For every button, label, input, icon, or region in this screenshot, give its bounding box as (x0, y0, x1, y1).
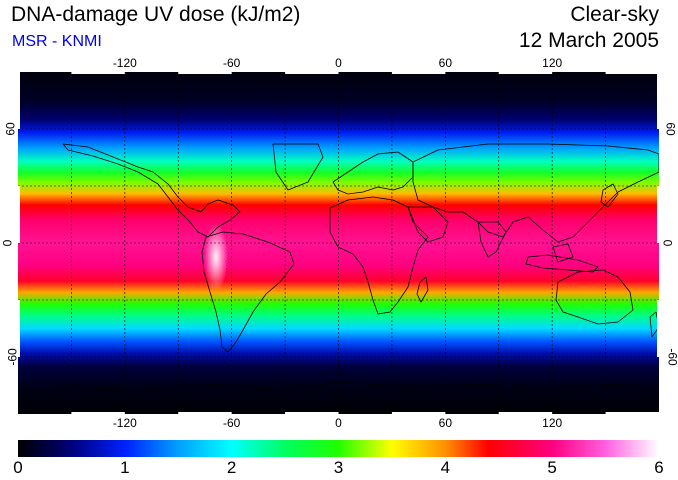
map-title: DNA-damage UV dose (kJ/m2) (11, 3, 301, 26)
longitude-label: 0 (335, 416, 342, 430)
andes-high-uv-region (204, 223, 228, 291)
date-label: 12 March 2005 (518, 29, 659, 52)
longitude-label: -120 (112, 416, 137, 430)
latitude-label: 60 (3, 122, 18, 136)
indonesia-coast (525, 254, 599, 273)
uv-dose-map (18, 72, 659, 414)
longitude-label: -120 (112, 56, 137, 70)
colorbar-tick-label: 6 (654, 458, 664, 477)
colorbar-tick-label: 1 (120, 458, 130, 477)
borneo-coast (552, 243, 574, 263)
longitude-label: 0 (335, 56, 342, 70)
frame-tick-bar (657, 72, 659, 129)
asia-coast (412, 143, 659, 243)
frame-tick-bar (178, 412, 232, 414)
frame-tick-bar (657, 186, 659, 243)
colorbar-tick-label: 4 (440, 458, 451, 477)
frame-tick-bar (657, 300, 659, 357)
north-america-coast (62, 143, 241, 238)
colorbar-tick-label: 5 (547, 458, 557, 477)
madagascar-coast (416, 276, 429, 303)
europe-coast (332, 151, 414, 195)
coastlines (18, 143, 659, 395)
longitude-label: -60 (222, 56, 241, 70)
frame-tick-bar (285, 412, 339, 414)
longitude-label: 60 (438, 416, 453, 430)
producer-label: MSR - KNMI (12, 33, 102, 50)
frame-tick-bar (71, 72, 125, 74)
south-america-coast (201, 231, 295, 353)
frame-tick-bar (391, 412, 446, 414)
colorbar-tick-label: 2 (226, 458, 237, 477)
uv-dose-colorbar (18, 440, 659, 457)
japan-coast (600, 183, 619, 208)
frame-tick-bar (178, 72, 232, 74)
frame-tick-marks (18, 72, 659, 414)
frame-tick-bar (18, 186, 20, 243)
graticule (18, 72, 659, 414)
colorbar-tick-label: 3 (333, 458, 344, 477)
longitude-label: 120 (542, 416, 563, 430)
frame-tick-bar (498, 412, 553, 414)
frame-tick-bar (605, 412, 659, 414)
greenland-coast (272, 143, 324, 191)
africa-coast (329, 196, 429, 315)
longitude-label: 120 (542, 56, 563, 70)
australia-coast (555, 269, 634, 325)
sky-condition-label: Clear-sky (570, 3, 659, 26)
frame-tick-bar (18, 72, 20, 129)
india-coast (477, 221, 507, 258)
latitude-label: 60 (663, 122, 678, 136)
frame-tick-bar (498, 72, 553, 74)
new-zealand-coast (649, 311, 659, 338)
frame-tick-bar (605, 72, 659, 74)
latitude-label: 0 (0, 239, 15, 247)
arabia-coast (407, 206, 449, 243)
colorbar-tick-label: 0 (13, 458, 23, 477)
frame-tick-bar (71, 412, 125, 414)
frame-tick-bar (18, 300, 20, 357)
latitude-label: -60 (665, 348, 678, 366)
latitude-label: 0 (660, 239, 675, 247)
frame-tick-bar (285, 72, 339, 74)
antarctica-coast (18, 381, 659, 395)
frame-tick-bar (391, 72, 446, 74)
longitude-label: 60 (438, 56, 453, 70)
longitude-label: -60 (222, 416, 241, 430)
